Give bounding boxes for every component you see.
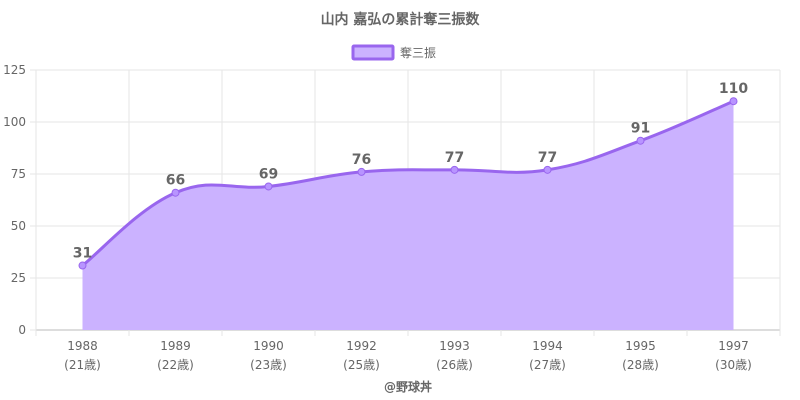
x-tick-label: 1997 <box>718 339 749 353</box>
x-tick-sublabel: (27歳) <box>529 358 566 372</box>
data-label: 69 <box>259 166 278 182</box>
x-tick-sublabel: (28歳) <box>622 358 659 372</box>
data-point[interactable] <box>171 188 180 197</box>
y-tick-label: 50 <box>11 219 26 233</box>
data-points <box>78 97 738 270</box>
x-tick-label: 1994 <box>532 339 563 353</box>
x-tick-sublabel: (22歳) <box>157 358 194 372</box>
data-point[interactable] <box>729 97 738 106</box>
series-area <box>81 99 735 330</box>
data-point[interactable] <box>450 165 459 174</box>
y-tick-label: 125 <box>3 63 26 77</box>
x-tick-label: 1993 <box>439 339 470 353</box>
data-point[interactable] <box>357 167 366 176</box>
x-tick-label: 1989 <box>160 339 191 353</box>
data-point[interactable] <box>264 182 273 191</box>
chart-title: 山内 嘉弘の累計奪三振数 <box>321 11 481 28</box>
data-label: 66 <box>166 173 185 189</box>
data-label: 77 <box>445 150 464 166</box>
x-tick-label: 1995 <box>625 339 656 353</box>
data-label: 77 <box>538 150 557 166</box>
data-label: 110 <box>719 81 748 97</box>
y-tick-label: 100 <box>3 115 26 129</box>
data-labels: 31 66 69 76 77 77 91 110 <box>73 81 749 261</box>
y-tick-label: 25 <box>11 271 26 285</box>
legend-swatch <box>351 44 395 61</box>
footer-credit: @野球丼 <box>384 379 432 394</box>
x-tick-label: 1988 <box>67 339 98 353</box>
series-line <box>81 99 735 267</box>
data-label: 91 <box>631 121 650 137</box>
legend-label: 奪三振 <box>400 45 436 60</box>
data-label: 31 <box>73 246 92 262</box>
data-point[interactable] <box>543 165 552 174</box>
y-tick-label: 75 <box>11 167 26 181</box>
series-fill <box>82 101 734 330</box>
data-point[interactable] <box>78 261 87 270</box>
x-tick-sublabel: (25歳) <box>343 358 380 372</box>
x-tick-sublabel: (21歳) <box>64 358 101 372</box>
x-tick-label: 1990 <box>253 339 284 353</box>
data-point[interactable] <box>636 136 645 145</box>
x-tick-sublabel: (30歳) <box>715 358 752 372</box>
x-tick-sublabel: (23歳) <box>250 358 287 372</box>
legend[interactable]: 奪三振 <box>351 44 436 61</box>
data-label: 76 <box>352 152 371 168</box>
y-tick-label: 0 <box>18 323 26 337</box>
x-axis: 1988 (21歳) 1989 (22歳) 1990 (23歳) 1992 (25歳) 1993… <box>64 339 752 372</box>
y-axis: 0 25 50 75 100 125 <box>3 63 36 337</box>
x-tick-sublabel: (26歳) <box>436 358 473 372</box>
x-tick-label: 1992 <box>346 339 377 353</box>
